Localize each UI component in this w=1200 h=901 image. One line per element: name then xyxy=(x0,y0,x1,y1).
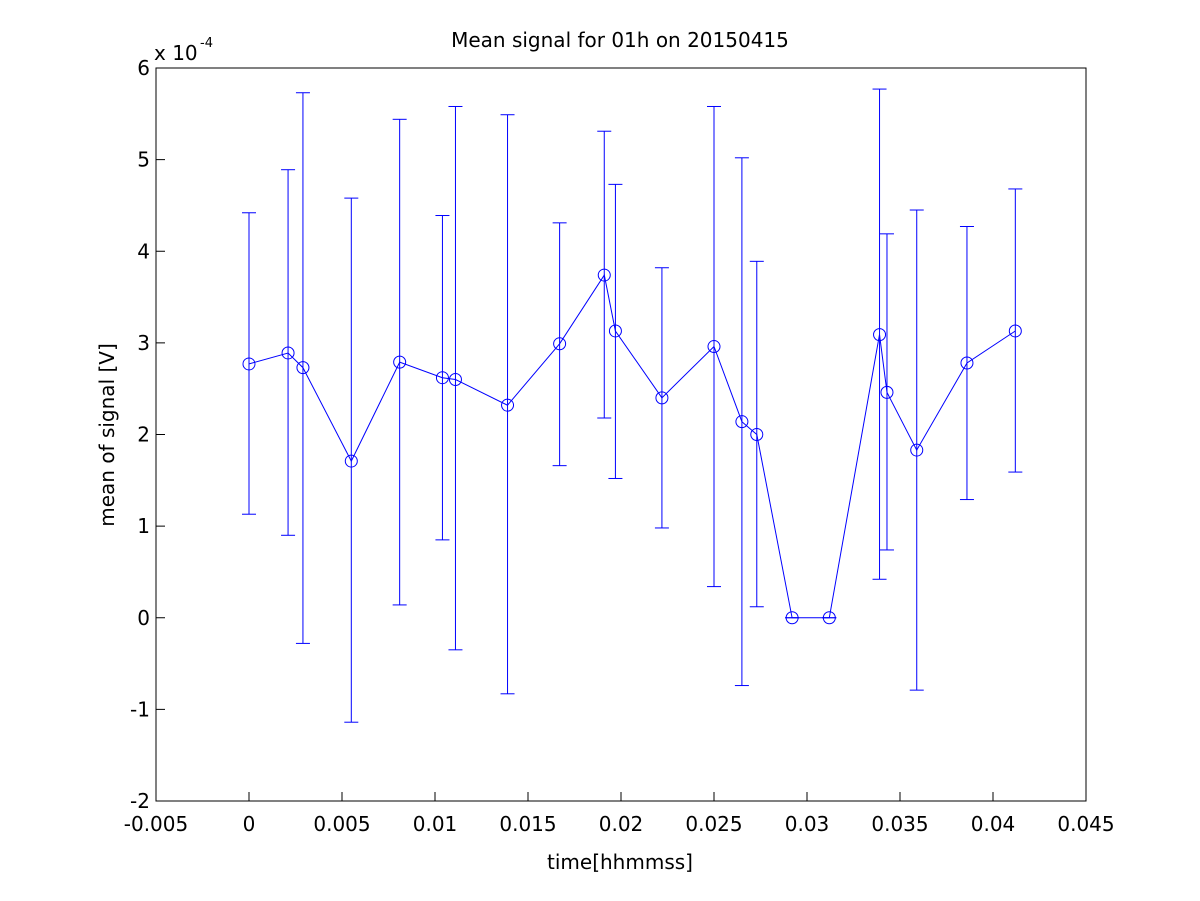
y-exponent-base: x 10 xyxy=(154,41,198,65)
y-tick-label: 5 xyxy=(137,148,150,172)
data-point xyxy=(608,324,622,338)
x-tick-label: 0.035 xyxy=(871,812,928,836)
data-point xyxy=(435,371,449,385)
x-axis-label: time[hhmmss] xyxy=(547,850,693,874)
data-point xyxy=(873,328,887,342)
data-point xyxy=(1008,324,1022,338)
x-tick-label: 0.03 xyxy=(785,812,830,836)
y-tick-label: 3 xyxy=(137,331,150,355)
x-tick-label: 0.01 xyxy=(413,812,458,836)
data-point xyxy=(501,398,515,412)
y-tick-label: -2 xyxy=(130,789,150,813)
data-point xyxy=(735,415,749,429)
series-line xyxy=(248,273,1016,619)
y-tick-label: 4 xyxy=(137,239,150,263)
data-point xyxy=(597,268,611,282)
data-point xyxy=(655,391,669,405)
x-tick-label: 0.04 xyxy=(971,812,1016,836)
x-axis-ticks xyxy=(155,792,1087,801)
data-point xyxy=(344,454,358,468)
data-point xyxy=(822,611,836,625)
data-point xyxy=(960,356,974,370)
data-point xyxy=(750,428,764,441)
data-point xyxy=(707,340,721,354)
data-point xyxy=(242,357,256,371)
data-point xyxy=(785,611,799,625)
y-axis-label: mean of signal [V] xyxy=(95,343,119,527)
x-tick-label: 0.045 xyxy=(1057,812,1114,836)
error-bars xyxy=(242,88,1023,723)
y-exponent-label: x 10 -4 xyxy=(154,36,213,65)
data-point xyxy=(910,443,924,457)
plot-area-frame xyxy=(155,67,1087,802)
y-tick-label: 2 xyxy=(137,423,150,447)
x-tick-label: 0.02 xyxy=(599,812,644,836)
x-tick-label: -0.005 xyxy=(124,812,188,836)
x-tick-label: 0.025 xyxy=(685,812,742,836)
y-tick-label: 6 xyxy=(137,56,150,80)
data-markers xyxy=(242,268,1022,625)
data-point xyxy=(880,385,894,399)
y-axis-ticks xyxy=(156,67,165,802)
y-tick-label: -1 xyxy=(130,697,150,721)
data-point xyxy=(296,361,310,375)
chart-title: Mean signal for 01h on 20150415 xyxy=(451,28,789,52)
data-point xyxy=(281,346,295,360)
data-point xyxy=(448,373,462,387)
y-exponent-power: -4 xyxy=(200,36,213,51)
x-tick-label: 0.005 xyxy=(313,812,370,836)
x-tick-label: 0.015 xyxy=(499,812,556,836)
y-tick-label: 0 xyxy=(137,606,150,630)
data-point xyxy=(553,337,567,351)
y-tick-label: 1 xyxy=(137,514,150,538)
data-point xyxy=(393,355,407,369)
y-axis-tick-labels: -2 -1 0 1 2 3 4 5 6 xyxy=(130,56,150,813)
x-axis-tick-labels: -0.005 0 0.005 0.01 0.015 0.02 0.025 0.03 0.035 0… xyxy=(124,812,1115,836)
x-tick-label: 0 xyxy=(243,812,256,836)
